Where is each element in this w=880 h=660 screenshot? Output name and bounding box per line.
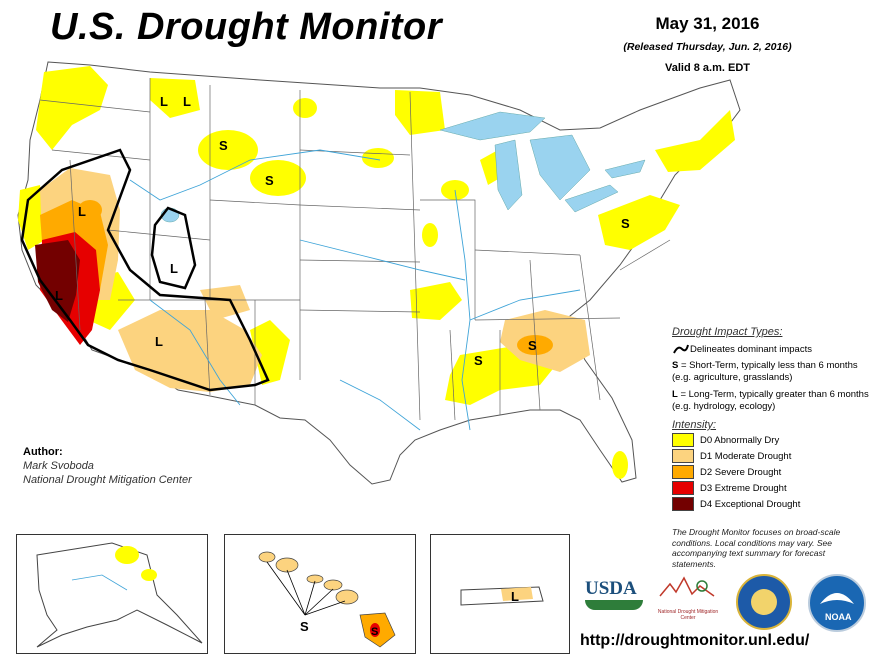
impact-line-icon	[673, 344, 689, 354]
usda-logo: USDA	[585, 578, 643, 620]
ndmc-tree-icon	[659, 576, 715, 597]
long-term-code: L	[672, 389, 678, 400]
short-term-code: S	[672, 360, 679, 371]
legend-short-term: S = Short-Term, typically less than 6 mo…	[672, 360, 872, 384]
ndmc-logo: National Drought Mitigation Center	[656, 574, 720, 630]
label-short-mt: S	[219, 138, 228, 153]
intensity-label: D4 Exceptional Drought	[700, 498, 801, 510]
impact-boundaries	[20, 148, 270, 392]
intensity-swatch	[672, 433, 694, 447]
legend-delineates: Delineates dominant impacts	[672, 343, 872, 355]
intensity-level-4: D4 Exceptional Drought	[672, 497, 872, 511]
drought-monitor-link[interactable]: http://droughtmonitor.unl.edu/	[580, 632, 810, 649]
label-long-or: L	[78, 204, 86, 219]
label-short-tn: S	[528, 338, 537, 353]
long-term-text: = Long-Term, typically greater than 6 mo…	[672, 389, 869, 412]
release-date: (Released Thursday, Jun. 2, 2016)	[623, 41, 792, 53]
usda-text: USDA	[585, 578, 637, 599]
label-long-az: L	[155, 334, 163, 349]
label-long-ut: L	[170, 261, 178, 276]
label-long-pr: L	[511, 589, 519, 604]
intensity-swatch	[672, 481, 694, 495]
state-borders	[39, 78, 671, 421]
puerto-rico-map: L	[460, 586, 544, 606]
alaska-map	[36, 542, 203, 648]
alaska-inset	[16, 534, 208, 654]
author-block: Author: Mark Svoboda National Drought Mi…	[23, 445, 192, 487]
disclaimer-note: The Drought Monitor focuses on broad-sca…	[672, 527, 841, 569]
conus-land	[17, 61, 741, 485]
hawaii-inset: S S	[224, 534, 416, 654]
hawaii-map: S S	[258, 551, 396, 648]
label-short-wy: S	[265, 173, 274, 188]
label-short-ms: S	[474, 353, 483, 368]
short-term-text: = Short-Term, typically less than 6 mont…	[672, 360, 858, 383]
intensity-label: D2 Severe Drought	[700, 466, 782, 478]
commerce-seal-logo	[736, 574, 792, 630]
intensity-label: D3 Extreme Drought	[700, 482, 787, 494]
intensity-level-0: D0 Abnormally Dry	[672, 433, 872, 447]
intensity-title: Intensity:	[672, 419, 717, 431]
puerto-rico-inset: L	[430, 534, 570, 654]
map-title: U.S. Drought Monitor	[50, 6, 443, 48]
label-long-mt1: L	[160, 94, 168, 109]
author-org: National Drought Mitigation Center	[23, 474, 192, 486]
noaa-text: NOAA	[825, 612, 852, 622]
label-long-ca: L	[55, 288, 63, 303]
valid-time: Valid 8 a.m. EDT	[665, 62, 750, 74]
intensity-levels: D0 Abnormally Dry D1 Moderate Drought D2 S…	[672, 433, 872, 511]
impact-labels: L L S S L L L L S S S	[55, 94, 630, 368]
impact-types-title: Drought Impact Types:	[672, 326, 783, 338]
label-short-bigisland: S	[371, 626, 378, 638]
map-date: May 31, 2016	[655, 14, 760, 33]
intensity-swatch	[672, 465, 694, 479]
delineates-text: Delineates dominant impacts	[690, 343, 812, 355]
intensity-level-3: D3 Extreme Drought	[672, 481, 872, 495]
legend: Drought Impact Types: Delineates dominan…	[672, 326, 872, 511]
intensity-level-1: D1 Moderate Drought	[672, 449, 872, 463]
author-label: Author:	[23, 446, 63, 458]
d4-area	[35, 240, 80, 322]
label-short-hi: S	[300, 619, 309, 634]
d0-areas	[18, 66, 735, 479]
rivers	[129, 149, 581, 431]
ndmc-text: National Drought Mitigation Center	[657, 609, 719, 621]
intensity-level-2: D2 Severe Drought	[672, 465, 872, 479]
noaa-logo: NOAA	[808, 574, 866, 632]
noaa-bird-icon: NOAA	[820, 593, 854, 622]
label-short-pa: S	[621, 216, 630, 231]
intensity-swatch	[672, 497, 694, 511]
author-name: Mark Svoboda	[23, 460, 94, 472]
intensity-label: D1 Moderate Drought	[700, 450, 792, 462]
legend-long-term: L = Long-Term, typically greater than 6 …	[672, 389, 872, 413]
label-long-mt2: L	[183, 94, 191, 109]
intensity-swatch	[672, 449, 694, 463]
great-lakes	[160, 111, 646, 223]
intensity-label: D0 Abnormally Dry	[700, 434, 780, 446]
